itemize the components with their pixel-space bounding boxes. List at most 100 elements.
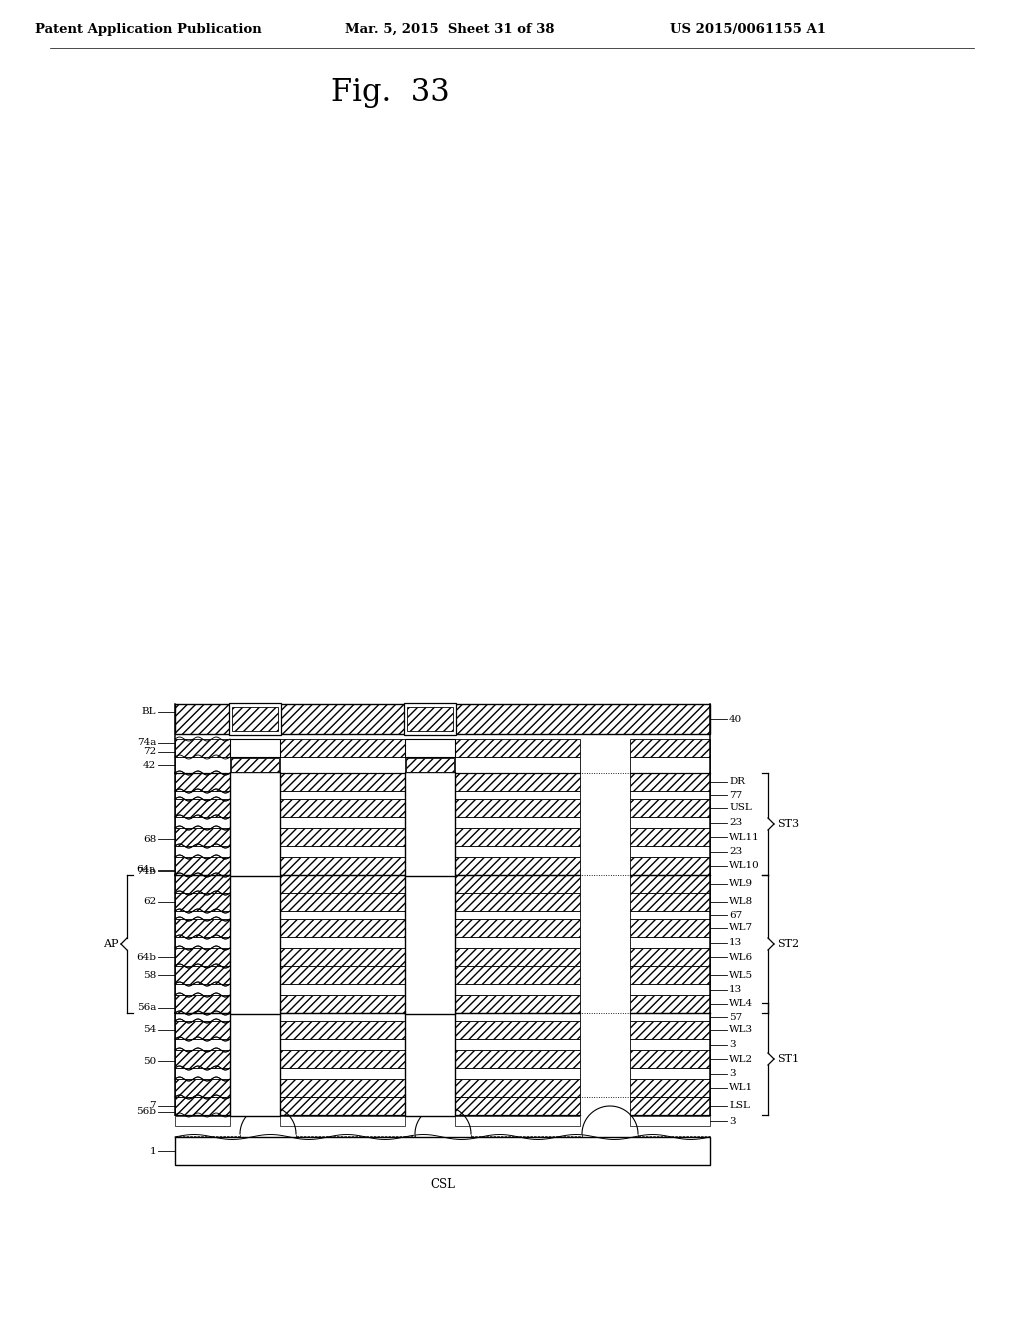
Bar <box>280 817 406 828</box>
Bar <box>280 966 406 983</box>
Bar <box>175 799 230 817</box>
Text: 55: 55 <box>423 1059 437 1069</box>
Text: WL9: WL9 <box>729 879 753 888</box>
Bar <box>630 1068 710 1078</box>
Bar <box>229 704 281 735</box>
Bar <box>404 704 456 735</box>
Text: US 2015/0061155 A1: US 2015/0061155 A1 <box>670 22 826 36</box>
Bar <box>455 1097 580 1115</box>
Text: 68: 68 <box>142 834 156 843</box>
Text: BL: BL <box>141 708 156 715</box>
Bar <box>232 708 278 731</box>
Bar <box>630 828 710 846</box>
Bar <box>455 1068 580 1078</box>
Bar <box>280 799 406 817</box>
Bar <box>406 739 455 756</box>
Bar <box>280 875 406 894</box>
Bar <box>175 846 230 857</box>
Text: 56a: 56a <box>136 1003 156 1012</box>
Text: 7: 7 <box>150 1101 156 1110</box>
Text: 64a: 64a <box>136 866 156 874</box>
Text: ST3: ST3 <box>777 818 799 829</box>
Bar <box>175 966 230 983</box>
Bar <box>175 774 230 791</box>
Text: 67: 67 <box>729 911 742 920</box>
Bar <box>630 1020 710 1039</box>
Bar <box>280 894 406 911</box>
Text: 74b: 74b <box>136 866 156 875</box>
Bar <box>175 937 230 948</box>
Text: ST2: ST2 <box>777 939 799 949</box>
Bar <box>630 894 710 911</box>
Bar <box>280 919 406 937</box>
Bar <box>455 756 580 774</box>
Text: 52: 52 <box>248 1059 262 1069</box>
Bar <box>630 846 710 857</box>
Bar <box>280 995 406 1012</box>
Text: 56b: 56b <box>136 1107 156 1117</box>
Bar <box>630 817 710 828</box>
Bar <box>175 911 230 919</box>
Text: 3: 3 <box>729 1069 735 1078</box>
Text: 60: 60 <box>423 939 437 949</box>
Bar <box>230 739 280 756</box>
Bar <box>280 1097 406 1115</box>
Bar <box>455 774 580 791</box>
Bar <box>406 772 455 876</box>
Bar <box>280 828 406 846</box>
Bar <box>455 911 580 919</box>
Bar <box>455 1039 580 1049</box>
Bar <box>175 919 230 937</box>
Text: 13: 13 <box>729 985 742 994</box>
Bar <box>455 995 580 1012</box>
Text: 13: 13 <box>729 939 742 946</box>
Bar <box>455 937 580 948</box>
Bar <box>455 1078 580 1097</box>
Bar <box>455 948 580 966</box>
Text: 54: 54 <box>142 1026 156 1035</box>
Bar <box>455 739 580 756</box>
Bar <box>175 1097 230 1115</box>
Bar <box>455 983 580 995</box>
Bar <box>280 1068 406 1078</box>
Text: 72: 72 <box>142 747 156 756</box>
Bar <box>630 756 710 774</box>
Bar <box>630 937 710 948</box>
Bar <box>175 704 710 734</box>
Bar <box>175 983 230 995</box>
Text: ST1: ST1 <box>777 1053 799 1064</box>
Bar <box>280 1049 406 1068</box>
Bar <box>280 774 406 791</box>
Bar <box>280 983 406 995</box>
Bar <box>175 756 230 774</box>
Text: 3: 3 <box>729 1040 735 1049</box>
Bar <box>630 919 710 937</box>
Text: 1: 1 <box>150 1147 156 1155</box>
Bar <box>630 739 710 756</box>
Bar <box>630 1078 710 1097</box>
Text: WL6: WL6 <box>729 953 753 961</box>
Text: CSL: CSL <box>430 1179 456 1192</box>
Bar <box>407 708 453 731</box>
Bar <box>175 828 230 846</box>
Bar <box>280 1020 406 1039</box>
Bar <box>630 948 710 966</box>
Bar <box>280 911 406 919</box>
Text: 50: 50 <box>142 1056 156 1065</box>
Text: Patent Application Publication: Patent Application Publication <box>35 22 261 36</box>
Bar <box>455 1115 580 1126</box>
Bar <box>455 966 580 983</box>
Text: WL4: WL4 <box>729 999 753 1008</box>
Bar <box>406 758 454 772</box>
Bar <box>175 1012 230 1020</box>
Bar <box>630 983 710 995</box>
Bar <box>175 1137 710 1166</box>
Text: WL10: WL10 <box>729 862 760 870</box>
Bar <box>280 846 406 857</box>
Bar <box>175 1020 230 1039</box>
Bar <box>630 857 710 875</box>
Bar <box>280 1039 406 1049</box>
Bar <box>455 828 580 846</box>
Text: AP: AP <box>103 939 119 949</box>
Bar <box>630 966 710 983</box>
